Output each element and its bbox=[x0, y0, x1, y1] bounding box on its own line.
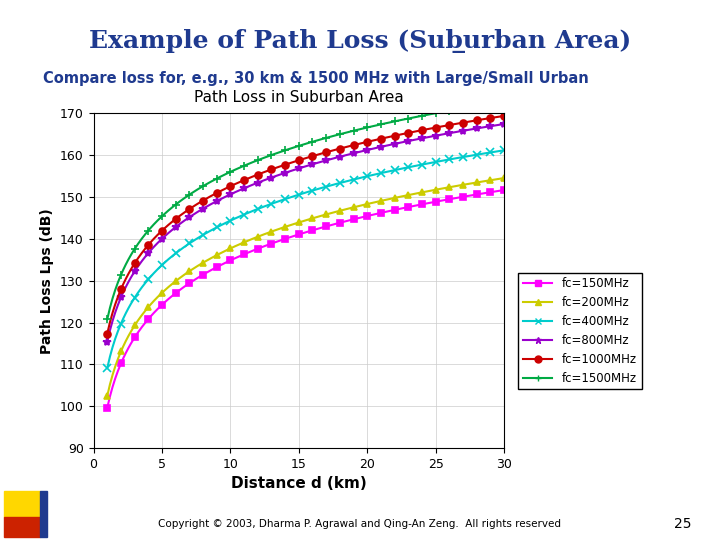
Legend: fc=150MHz, fc=200MHz, fc=400MHz, fc=800MHz, fc=1000MHz, fc=1500MHz: fc=150MHz, fc=200MHz, fc=400MHz, fc=800M… bbox=[518, 273, 642, 389]
Y-axis label: Path Loss Lps (dB): Path Loss Lps (dB) bbox=[40, 208, 55, 354]
X-axis label: Distance d (km): Distance d (km) bbox=[231, 476, 366, 491]
Bar bbox=[40, 491, 47, 537]
Text: ̲̲̲̲̲̲̲̲: ̲̲̲̲̲̲̲̲ bbox=[255, 29, 465, 53]
Bar bbox=[4, 491, 40, 517]
Title: Path Loss in Suburban Area: Path Loss in Suburban Area bbox=[194, 90, 404, 105]
Text: Example of Path Loss (Suburban Area): Example of Path Loss (Suburban Area) bbox=[89, 29, 631, 53]
Text: Compare loss for, e.g., 30 km & 1500 MHz with Large/Small Urban: Compare loss for, e.g., 30 km & 1500 MHz… bbox=[43, 71, 589, 86]
Bar bbox=[4, 517, 40, 537]
Text: Copyright © 2003, Dharma P. Agrawal and Qing-An Zeng.  All rights reserved: Copyright © 2003, Dharma P. Agrawal and … bbox=[158, 519, 562, 529]
Text: 25: 25 bbox=[674, 517, 691, 531]
